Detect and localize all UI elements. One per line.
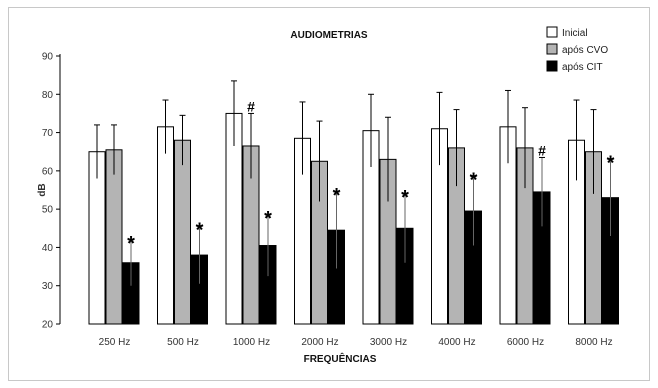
- y-tick-label: 90: [42, 52, 54, 63]
- significance-marker: *: [127, 233, 135, 255]
- x-axis-label: FREQUÊNCIAS: [304, 352, 377, 365]
- x-tick-label: 250 Hz: [99, 337, 131, 348]
- x-tick-label: 3000 Hz: [370, 337, 407, 348]
- legend-swatch: [546, 60, 558, 72]
- y-tick-label: 70: [42, 128, 54, 139]
- y-tick-label: 30: [42, 281, 54, 292]
- x-tick-label: 2000 Hz: [301, 337, 338, 348]
- significance-marker: *: [196, 219, 204, 241]
- x-tick-label: 1000 Hz: [233, 337, 270, 348]
- bar: [157, 126, 174, 325]
- significance-marker: *: [607, 152, 615, 174]
- y-tick-label: 20: [42, 320, 54, 331]
- significance-marker: #: [247, 98, 255, 114]
- legend-swatch: [546, 43, 558, 55]
- x-tick-label: 6000 Hz: [507, 337, 544, 348]
- significance-marker: *: [333, 185, 341, 207]
- significance-marker: *: [470, 170, 478, 192]
- legend-swatch: [546, 26, 558, 38]
- y-tick-label: 60: [42, 166, 54, 177]
- x-tick-label: 4000 Hz: [438, 337, 475, 348]
- significance-marker: *: [264, 208, 272, 230]
- y-tick-label: 50: [42, 205, 54, 216]
- significance-marker: *: [401, 187, 409, 209]
- chart-frame: [8, 7, 650, 381]
- legend-label: após CVO: [562, 45, 608, 56]
- x-tick-label: 8000 Hz: [575, 337, 612, 348]
- chart-title: AUDIOMETRIAS: [290, 30, 368, 41]
- y-axis-label: dB: [37, 183, 48, 196]
- significance-marker: #: [538, 142, 546, 158]
- legend-label: Inicial: [562, 28, 588, 39]
- bar: [174, 139, 191, 325]
- y-tick-label: 80: [42, 90, 54, 101]
- y-tick-label: 40: [42, 243, 54, 254]
- x-tick-label: 500 Hz: [167, 337, 199, 348]
- bar: [105, 149, 123, 325]
- legend-label: após CIT: [562, 62, 603, 73]
